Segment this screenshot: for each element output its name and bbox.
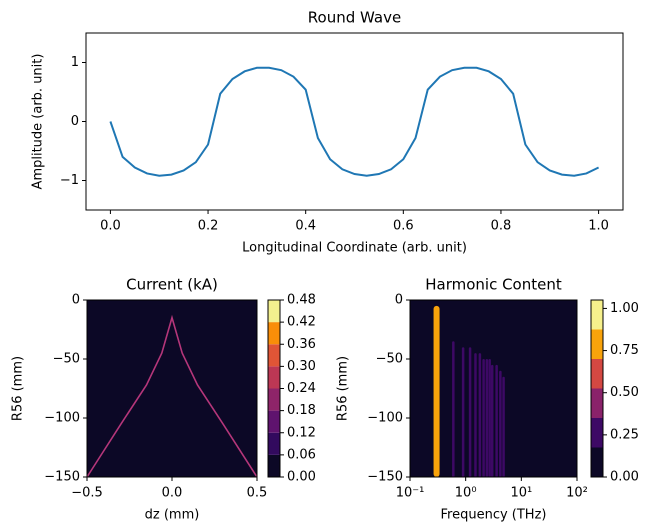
colorbar-band xyxy=(268,410,280,433)
colorbar-tick-label: 0.06 xyxy=(287,447,316,462)
harmonic-stripe xyxy=(502,376,505,477)
y-tick-label: −100 xyxy=(367,411,403,426)
ridge-line xyxy=(86,314,258,478)
colorbar-tick-label: 0.00 xyxy=(287,470,316,485)
harmonic-stripe xyxy=(433,305,440,477)
x-tick-label: 0.0 xyxy=(100,219,121,234)
y-axis-label: R56 (mm) xyxy=(11,356,26,421)
colorbar-band xyxy=(591,329,603,359)
harmonic-stripe xyxy=(468,347,472,477)
x-axis-label: dz (mm) xyxy=(145,508,200,523)
y-tick-label: −50 xyxy=(376,352,403,367)
colorbar-band xyxy=(268,322,280,345)
colorbar-tick-label: 0.18 xyxy=(287,403,316,418)
harmonic-stripe xyxy=(474,353,477,477)
chart-title: Round Wave xyxy=(308,9,401,27)
plot-background xyxy=(87,300,257,477)
colorbar-band xyxy=(591,300,603,330)
colorbar-band xyxy=(591,418,603,448)
colorbar-tick-label: 0.42 xyxy=(287,315,316,330)
colorbar-band xyxy=(268,432,280,455)
harmonic-stripe xyxy=(461,347,465,477)
colorbar-tick-label: 0.50 xyxy=(610,385,639,400)
x-axis-label: Frequency (THz) xyxy=(441,508,547,523)
colorbar-frame xyxy=(590,299,604,478)
colorbar-tick-label: 0.30 xyxy=(287,359,316,374)
x-tick-label: 0.6 xyxy=(393,219,414,234)
x-tick-label: 0.8 xyxy=(491,219,512,234)
x-tick-label: 10² xyxy=(566,486,588,501)
y-tick-label: 0 xyxy=(395,293,403,308)
axes-frame xyxy=(85,32,624,211)
harmonic-stripe xyxy=(488,359,491,477)
y-axis-label: Amplitude (arb. unit) xyxy=(31,54,46,190)
y-tick-label: −1 xyxy=(60,173,79,188)
x-tick-label: −0.5 xyxy=(71,486,103,501)
axes-frame xyxy=(409,299,578,478)
data-line xyxy=(109,66,600,177)
y-tick-label: −150 xyxy=(367,470,403,485)
x-tick-label: 10¹ xyxy=(510,486,532,501)
colorbar-tick-label: 1.00 xyxy=(610,301,639,316)
x-tick-label: 0.2 xyxy=(198,219,219,234)
colorbar-tick-label: 0.75 xyxy=(610,343,639,358)
x-tick-label: 0.5 xyxy=(247,486,268,501)
chart-title: Current (kA) xyxy=(126,276,218,294)
x-tick-label: 0.4 xyxy=(295,219,316,234)
colorbar-band xyxy=(268,344,280,367)
y-tick-label: 0 xyxy=(71,114,79,129)
y-tick-label: 1 xyxy=(71,55,79,70)
colorbar-band xyxy=(591,447,603,477)
x-tick-label: 0.0 xyxy=(162,486,183,501)
harmonic-stripe xyxy=(495,364,498,477)
colorbar-tick-label: 0.12 xyxy=(287,425,316,440)
colorbar-band xyxy=(268,300,280,323)
harmonic-stripe xyxy=(490,364,494,477)
x-tick-label: 10⁰ xyxy=(455,486,477,501)
x-axis-label: Longitudinal Coordinate (arb. unit) xyxy=(242,241,467,256)
colorbar-tick-label: 0.00 xyxy=(610,470,639,485)
harmonic-stripe xyxy=(485,359,489,477)
y-tick-label: −50 xyxy=(53,352,80,367)
x-tick-label: 1.0 xyxy=(588,219,609,234)
y-axis-label: R56 (mm) xyxy=(336,356,351,421)
colorbar-tick-label: 0.25 xyxy=(610,427,639,442)
chart-title: Harmonic Content xyxy=(425,276,562,294)
x-tick-label: 10⁻¹ xyxy=(396,486,425,501)
colorbar-tick-label: 0.24 xyxy=(287,381,316,396)
harmonic-stripe xyxy=(452,341,455,477)
colorbar-band xyxy=(268,454,280,477)
harmonic-stripe xyxy=(478,353,482,477)
colorbar-band xyxy=(591,388,603,418)
y-tick-label: −100 xyxy=(44,411,80,426)
harmonic-stripe xyxy=(499,370,502,477)
colorbar-tick-label: 0.48 xyxy=(287,293,316,308)
y-tick-label: 0 xyxy=(72,293,80,308)
colorbar-band xyxy=(268,366,280,389)
harmonic-stripe xyxy=(482,359,485,477)
colorbar-tick-label: 0.36 xyxy=(287,337,316,352)
colorbar-band xyxy=(268,388,280,411)
colorbar-band xyxy=(591,359,603,389)
y-tick-label: −150 xyxy=(44,470,80,485)
